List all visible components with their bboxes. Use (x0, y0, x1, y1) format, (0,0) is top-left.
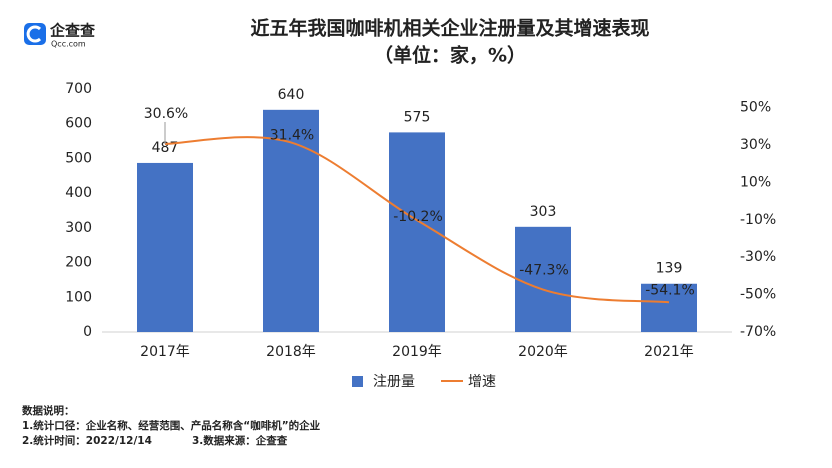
chart-title: 近五年我国咖啡机相关企业注册量及其增速表现 (250, 17, 649, 40)
y2-tick-label: 30% (740, 137, 771, 153)
logo-name: 企查查 (49, 22, 96, 40)
logo: 企查查 Qcc.com (24, 22, 96, 49)
legend-label: 注册量 (373, 374, 415, 390)
line-value-label: 31.4% (270, 127, 314, 143)
bar (263, 109, 319, 332)
y-tick-label: 200 (65, 255, 92, 271)
legend-label: 增速 (468, 374, 496, 390)
bar-value-label: 640 (278, 87, 305, 103)
y2-tick-label: -30% (740, 249, 776, 265)
y2-tick-label: -50% (740, 287, 776, 303)
line-value-label: -10.2% (393, 209, 443, 225)
bar (515, 226, 571, 332)
y-tick-label: 600 (65, 116, 92, 132)
y-tick-label: 500 (65, 150, 92, 166)
logo-domain: Qcc.com (51, 40, 86, 49)
note: 3.数据来源：企查查 (192, 434, 288, 447)
y-tick-label: 0 (83, 324, 92, 340)
x-tick-label: 2019年 (392, 344, 442, 360)
x-tick-label: 2018年 (266, 344, 316, 360)
y-tick-label: 700 (65, 81, 92, 97)
bar (137, 162, 193, 332)
logo-mark (26, 25, 42, 43)
bar-value-label: 575 (404, 109, 431, 125)
y2-tick-label: -10% (740, 212, 776, 228)
y2-tick-label: -70% (740, 324, 776, 340)
note: 2.统计时间：2022/12/14 (22, 434, 152, 447)
y-tick-label: 400 (65, 185, 92, 201)
bar-value-label: 139 (656, 261, 683, 277)
y-tick-label: 300 (65, 220, 92, 236)
line (164, 136, 670, 304)
x-tick-label: 2017年 (140, 344, 190, 360)
x-tick-label: 2021年 (644, 344, 694, 360)
note: 数据说明： (21, 404, 75, 417)
line-value-label: -47.3% (519, 263, 569, 279)
y-tick-label: 100 (65, 289, 92, 305)
x-tick-label: 2020年 (518, 344, 568, 360)
chart-subtitle: （单位：家，%） (374, 44, 526, 67)
legend-swatch (352, 376, 363, 387)
bar-value-label: 303 (530, 204, 557, 220)
y2-tick-label: 50% (740, 100, 771, 116)
y2-tick-label: 10% (740, 174, 771, 190)
line-value-label: 30.6% (144, 106, 188, 122)
bar (641, 283, 697, 332)
note: 1.统计口径：企业名称、经营范围、产品名称含“咖啡机”的企业 (22, 419, 321, 432)
line-value-label: -54.1% (645, 282, 695, 298)
